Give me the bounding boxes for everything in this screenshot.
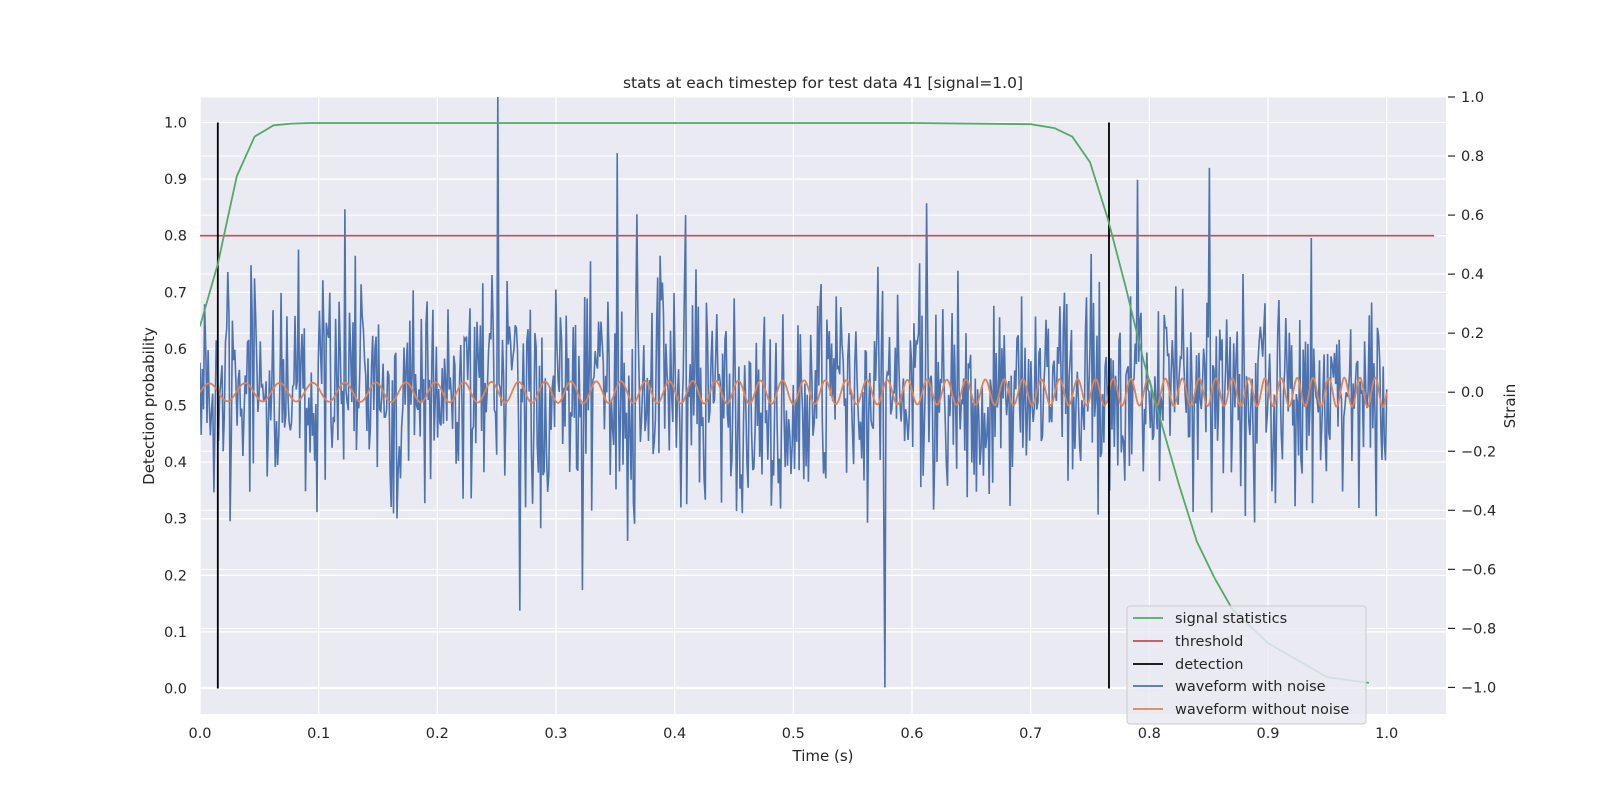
x-axis: 0.0 0.1 0.2 0.3 0.4 0.5 0.6 0.7 0.8 0.9 1.0: [188, 726, 1398, 742]
y-tick-label: 0.2: [164, 568, 187, 584]
y-tick-label: 0.3: [164, 512, 187, 528]
y-tick-label: 0.8: [164, 229, 187, 245]
y2-tick-label: −0.2: [1461, 444, 1496, 460]
y2-axis-label: Strain: [1501, 384, 1519, 428]
x-tick-label: 0.1: [307, 726, 330, 742]
y2-tick-label: 0.2: [1461, 326, 1484, 342]
legend: signal statistics threshold detection wa…: [1126, 605, 1367, 725]
series-waveform-without-noise: [200, 376, 1388, 408]
y-axis-right: −1.0 −0.8 −0.6 −0.4 −0.2 0.0 0.2 0.4 0.6 0.8 1.0: [1448, 90, 1496, 696]
y-axis-left: 0.0 0.1 0.2 0.3 0.4 0.5 0.6 0.7 0.8 0.9 1.0: [164, 115, 187, 697]
legend-label-signal-statistics: signal statistics: [1175, 611, 1287, 627]
legend-label-waveform-without-noise: waveform without noise: [1175, 702, 1349, 718]
y-tick-label: 0.7: [164, 285, 187, 301]
series-waveform-with-noise: [200, 97, 1388, 688]
x-tick-label: 0.9: [1256, 726, 1279, 742]
y2-tick-label: 1.0: [1461, 90, 1484, 106]
legend-label-waveform-with-noise: waveform with noise: [1175, 679, 1326, 695]
x-tick-label: 0.8: [1138, 726, 1161, 742]
series-signal-statistics: [200, 122, 1370, 684]
x-tick-label: 0.4: [663, 726, 686, 742]
y2-tick-label: 0.8: [1461, 149, 1484, 165]
x-tick-label: 0.6: [900, 726, 923, 742]
y-tick-label: 0.5: [164, 399, 187, 415]
y2-tick-label: −1.0: [1461, 680, 1496, 696]
y2-tick-label: −0.4: [1461, 503, 1496, 519]
y2-tick-label: −0.6: [1461, 562, 1496, 578]
x-tick-label: 0.2: [426, 726, 449, 742]
x-tick-label: 0.3: [544, 726, 567, 742]
x-tick-label: 0.0: [188, 726, 211, 742]
y-tick-label: 0.6: [164, 342, 187, 358]
y-tick-label: 1.0: [164, 115, 187, 131]
legend-box: [1126, 605, 1367, 725]
y2-tick-label: −0.8: [1461, 621, 1496, 637]
legend-label-threshold: threshold: [1175, 634, 1243, 650]
y-tick-label: 0.0: [164, 682, 187, 698]
x-tick-label: 1.0: [1375, 726, 1398, 742]
x-axis-label: Time (s): [792, 747, 854, 765]
y-tick-label: 0.9: [164, 172, 187, 188]
plot-lines: [200, 97, 1435, 689]
y-tick-label: 0.1: [164, 625, 187, 641]
y2-tick-label: 0.0: [1461, 385, 1484, 401]
legend-label-detection: detection: [1175, 657, 1243, 673]
chart-title: stats at each timestep for test data 41 …: [623, 74, 1023, 92]
x-tick-label: 0.5: [782, 726, 805, 742]
y2-tick-label: 0.4: [1461, 267, 1484, 283]
y-tick-label: 0.4: [164, 455, 187, 471]
y2-tick-label: 0.6: [1461, 208, 1484, 224]
y-axis-label: Detection probability: [140, 327, 158, 485]
x-tick-label: 0.7: [1019, 726, 1042, 742]
